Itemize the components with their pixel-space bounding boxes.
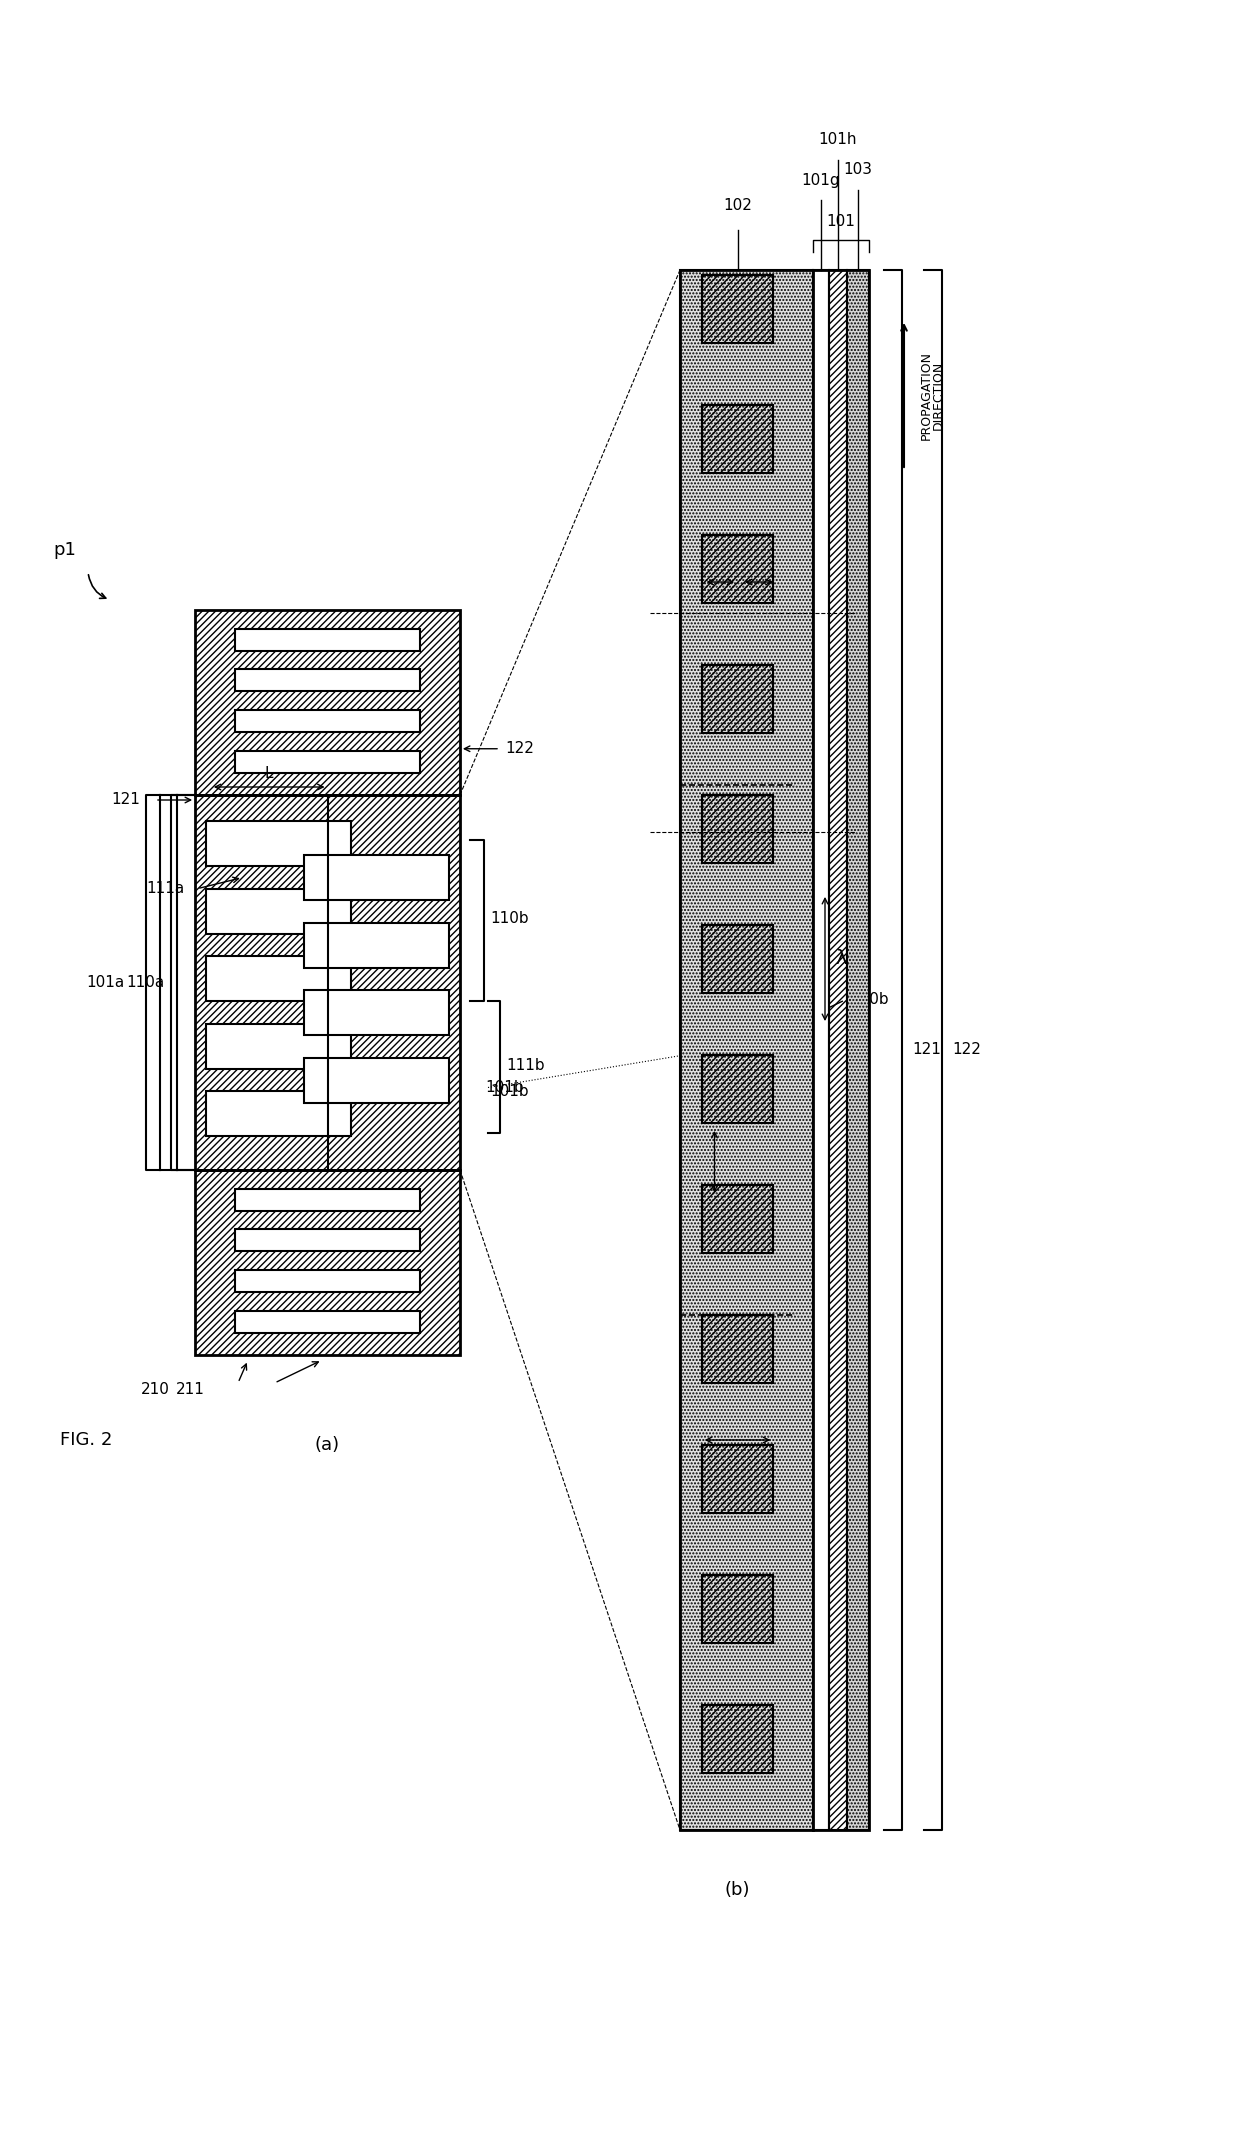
Bar xyxy=(702,1445,774,1514)
Bar xyxy=(234,1270,420,1292)
Bar xyxy=(206,956,351,1001)
Text: 121: 121 xyxy=(911,1042,941,1057)
Bar xyxy=(680,269,813,1830)
Text: 110b: 110b xyxy=(490,912,528,927)
Text: L: L xyxy=(265,766,274,781)
Bar xyxy=(195,1170,460,1356)
Text: 101b: 101b xyxy=(490,1085,528,1100)
Bar xyxy=(830,269,847,1830)
Text: p1: p1 xyxy=(53,540,77,559)
Bar xyxy=(206,1091,351,1136)
Text: 121: 121 xyxy=(112,792,140,807)
Bar xyxy=(234,1311,420,1332)
Text: W: W xyxy=(791,547,806,562)
Text: PROPAGATION: PROPAGATION xyxy=(920,350,932,440)
Bar xyxy=(702,1185,774,1253)
Text: (a): (a) xyxy=(315,1437,340,1454)
Text: 101h: 101h xyxy=(818,132,857,147)
Bar xyxy=(234,711,420,732)
Bar xyxy=(234,628,420,651)
Bar xyxy=(195,794,460,1170)
Text: 210: 210 xyxy=(723,1539,751,1554)
Bar xyxy=(702,794,774,863)
Bar xyxy=(680,269,813,1830)
Text: FIG. 2: FIG. 2 xyxy=(60,1430,113,1450)
Text: 211: 211 xyxy=(176,1383,205,1398)
Text: 122: 122 xyxy=(505,741,534,756)
Bar xyxy=(304,854,449,901)
Text: 101a: 101a xyxy=(87,976,125,991)
Bar xyxy=(702,406,774,472)
Bar xyxy=(702,666,774,732)
Text: λ: λ xyxy=(835,950,847,969)
Bar xyxy=(702,1055,774,1123)
Text: 102: 102 xyxy=(723,199,751,214)
Bar xyxy=(234,668,420,692)
Bar xyxy=(206,822,351,867)
Text: 111b: 111b xyxy=(506,1057,544,1072)
Text: DIRECTION: DIRECTION xyxy=(932,361,945,429)
Text: 101: 101 xyxy=(827,214,856,228)
Text: 210: 210 xyxy=(140,1383,170,1398)
Bar xyxy=(304,991,449,1035)
Text: (b): (b) xyxy=(724,1881,750,1898)
Text: 101b: 101b xyxy=(485,1080,523,1095)
Text: 110a: 110a xyxy=(126,976,165,991)
Text: h: h xyxy=(693,1155,703,1170)
Bar xyxy=(234,1230,420,1251)
Bar xyxy=(702,1706,774,1772)
Bar xyxy=(702,1576,774,1642)
Bar xyxy=(234,1189,420,1211)
Text: 122: 122 xyxy=(952,1042,981,1057)
Bar xyxy=(847,269,869,1830)
Text: 103: 103 xyxy=(843,162,873,177)
Text: S: S xyxy=(781,574,790,589)
Bar xyxy=(304,1057,449,1102)
Bar xyxy=(304,922,449,967)
Text: 110a: 110a xyxy=(707,1072,745,1087)
Text: 110b: 110b xyxy=(849,993,889,1008)
Bar xyxy=(813,269,830,1830)
Bar xyxy=(234,752,420,773)
Bar xyxy=(702,924,774,993)
Text: 101g: 101g xyxy=(802,173,841,188)
Bar xyxy=(702,536,774,602)
Bar xyxy=(813,269,869,1830)
Bar xyxy=(195,611,460,794)
Text: 111a: 111a xyxy=(146,882,185,897)
Bar xyxy=(702,275,774,344)
Bar xyxy=(206,888,351,933)
Bar xyxy=(206,1025,351,1070)
Bar xyxy=(702,1315,774,1383)
Text: I-R PITCH: I-R PITCH xyxy=(709,1392,766,1407)
